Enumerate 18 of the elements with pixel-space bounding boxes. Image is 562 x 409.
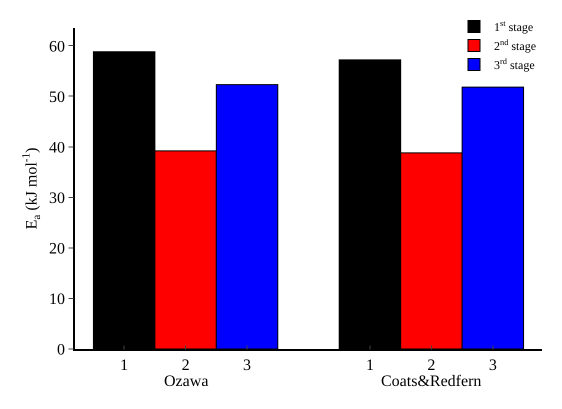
legend-label: 3$^{rd}$ stage [494, 57, 535, 72]
y-tick-label: 40 [49, 139, 66, 156]
y-tick-label: 60 [49, 38, 66, 56]
x-tick-label: 1 [120, 356, 128, 374]
y-tick-label: 10 [49, 291, 66, 308]
legend-label: 2$^{nd}$ stage [494, 38, 536, 54]
y-tick-label: 30 [49, 190, 66, 207]
y-tick-label: 50 [49, 88, 66, 106]
y-tick-label: 20 [49, 240, 66, 258]
x-tick-label: 3 [488, 356, 497, 374]
x-tick-label: 2 [427, 356, 436, 374]
x-tick-label: 3 [243, 356, 252, 374]
legend-label: 1$^{st}$ stage [494, 19, 534, 34]
text: Coats&Redfern [381, 373, 482, 390]
x-tick-label: 1 [366, 356, 374, 374]
y-tick-label: 0 [57, 342, 66, 359]
text: Ozawa [164, 373, 208, 390]
x-tick-label: 2 [182, 356, 190, 374]
